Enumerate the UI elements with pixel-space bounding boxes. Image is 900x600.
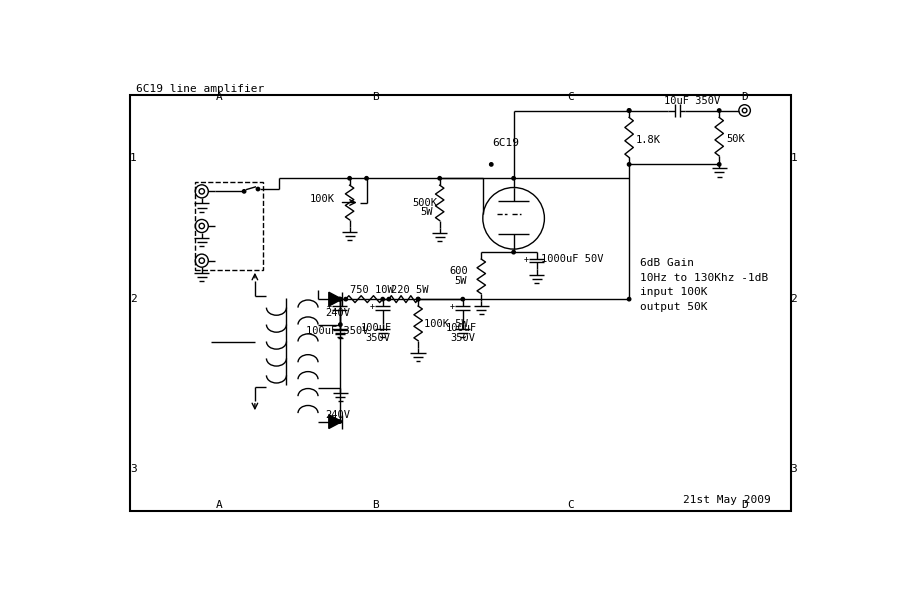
Circle shape — [338, 298, 341, 301]
Circle shape — [381, 298, 384, 301]
Circle shape — [417, 298, 419, 301]
Polygon shape — [328, 415, 342, 428]
Circle shape — [512, 176, 516, 180]
Text: 100K: 100K — [310, 194, 335, 203]
Text: 1: 1 — [790, 153, 797, 163]
Text: 350V: 350V — [451, 332, 475, 343]
Text: 240V: 240V — [325, 308, 350, 318]
Text: D: D — [742, 92, 748, 101]
Text: 750 10W: 750 10W — [349, 285, 393, 295]
Text: 1.8K: 1.8K — [636, 135, 661, 145]
Polygon shape — [328, 292, 342, 306]
Circle shape — [338, 323, 342, 326]
Text: 100uF 350V: 100uF 350V — [307, 326, 369, 337]
Circle shape — [256, 187, 260, 191]
Text: 500K: 500K — [413, 198, 437, 208]
Text: 10uF 350V: 10uF 350V — [664, 96, 720, 106]
Text: 2: 2 — [130, 294, 137, 304]
Text: +: + — [450, 302, 454, 311]
Text: B: B — [372, 92, 378, 101]
Text: A: A — [215, 500, 222, 510]
Text: B: B — [372, 500, 378, 510]
Circle shape — [717, 109, 721, 112]
Circle shape — [338, 420, 341, 423]
Circle shape — [627, 163, 631, 166]
Circle shape — [387, 298, 391, 301]
Text: output 50K: output 50K — [640, 302, 707, 312]
Text: 100uF: 100uF — [446, 323, 477, 334]
Text: 220 5W: 220 5W — [392, 285, 428, 295]
Text: 240V: 240V — [325, 410, 350, 421]
Circle shape — [242, 190, 246, 193]
Text: +: + — [524, 254, 528, 263]
Text: A: A — [215, 92, 222, 101]
Text: D: D — [742, 500, 748, 510]
Text: 5W: 5W — [420, 207, 433, 217]
Circle shape — [338, 298, 341, 301]
Circle shape — [512, 250, 516, 254]
Text: 10Hz to 130Khz -1dB: 10Hz to 130Khz -1dB — [640, 272, 768, 283]
Circle shape — [627, 298, 631, 301]
Text: 5W: 5W — [454, 277, 467, 286]
Circle shape — [364, 176, 368, 180]
Text: 600: 600 — [449, 266, 468, 277]
Circle shape — [490, 163, 493, 166]
Circle shape — [717, 163, 721, 166]
Circle shape — [348, 176, 351, 180]
Text: 1: 1 — [130, 153, 137, 163]
Text: 3: 3 — [790, 464, 797, 473]
Text: C: C — [567, 92, 574, 101]
Text: 50K: 50K — [726, 134, 745, 144]
Circle shape — [627, 109, 631, 112]
Text: 2: 2 — [790, 294, 797, 304]
Text: C: C — [567, 500, 574, 510]
Circle shape — [627, 109, 631, 112]
Text: 100K 5W: 100K 5W — [424, 319, 468, 329]
Text: 350V: 350V — [365, 332, 391, 343]
Text: 3: 3 — [130, 464, 137, 473]
Text: 1000uF 50V: 1000uF 50V — [541, 254, 604, 264]
Text: +: + — [327, 302, 331, 311]
Text: +: + — [370, 302, 374, 311]
Text: input 100K: input 100K — [640, 287, 707, 297]
Text: 6dB Gain: 6dB Gain — [640, 258, 694, 268]
Circle shape — [417, 298, 419, 301]
Text: 21st May 2009: 21st May 2009 — [683, 495, 770, 505]
Text: 6C19 line amplifier: 6C19 line amplifier — [136, 84, 265, 94]
Circle shape — [461, 298, 464, 301]
Circle shape — [338, 298, 342, 301]
Circle shape — [344, 298, 347, 301]
Text: 100uF: 100uF — [361, 323, 392, 334]
Text: 6C19: 6C19 — [492, 138, 519, 148]
Circle shape — [438, 176, 441, 180]
